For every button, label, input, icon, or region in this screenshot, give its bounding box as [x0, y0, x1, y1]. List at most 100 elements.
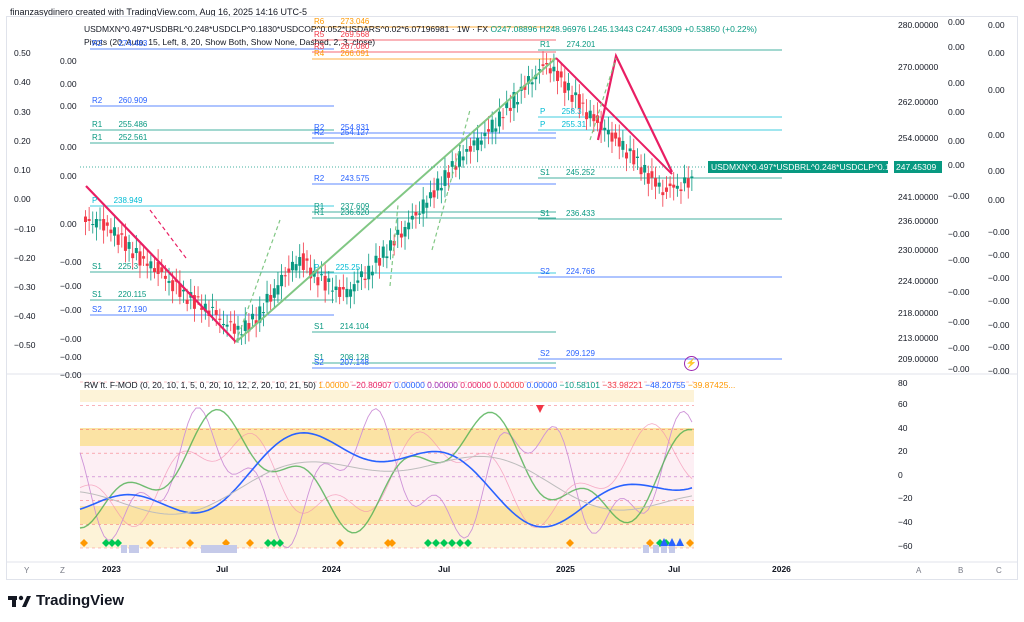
- candle-body: [236, 325, 240, 330]
- indicator-value: 0.00000: [391, 380, 425, 390]
- pivot-label-text: R1: [92, 120, 103, 129]
- left-axis2-label: 0.00: [60, 56, 77, 66]
- candle-body: [526, 76, 530, 84]
- candle-body: [635, 156, 639, 159]
- candle-body: [142, 256, 146, 259]
- candle-body: [334, 286, 338, 291]
- candle-body: [338, 287, 342, 297]
- candle-body: [512, 92, 516, 109]
- legend-pivots[interactable]: Pivots (20, Auto, 15, Left, 8, 20, Show …: [84, 37, 376, 47]
- indicator-value: −20.80907: [348, 380, 392, 390]
- candle-body: [396, 229, 400, 235]
- candle-body: [341, 287, 345, 290]
- candle-body: [225, 324, 229, 327]
- candle-body: [265, 293, 269, 303]
- candle-body: [403, 226, 407, 237]
- right-axis1-label: −0.00: [948, 255, 970, 265]
- legend-indicator-values: 1.00000 −20.80907 0.00000 0.00000 0.0000…: [318, 380, 735, 390]
- osc-zone-os: [80, 506, 694, 524]
- pivot-label: R2 274.483: [92, 39, 147, 48]
- indicator-value: 1.00000: [318, 380, 349, 390]
- candle-body: [352, 284, 356, 292]
- candle-body: [574, 92, 578, 96]
- candle-body: [232, 323, 236, 334]
- indicator-value: −39.87425...: [685, 380, 736, 390]
- pivot-label: R4 266.091: [314, 49, 369, 58]
- pivot-label-value: 255.31: [559, 120, 587, 129]
- pivot-label-value: 267.080: [338, 42, 370, 51]
- x-axis-label: Jul: [668, 564, 681, 574]
- osc-triangle-marker: [668, 538, 676, 546]
- left-axis-label: −0.40: [14, 311, 36, 321]
- right-axis2-label: 0.00: [988, 166, 1005, 176]
- candles: [84, 51, 694, 345]
- pivot-label-text: R2: [314, 123, 325, 132]
- candle-body: [585, 112, 589, 120]
- pivot-label: S2 207.148: [314, 358, 369, 367]
- corner-z[interactable]: Z: [60, 566, 65, 575]
- osc-diamond-marker: [114, 539, 122, 547]
- tradingview-logo[interactable]: TradingView: [8, 592, 124, 609]
- right-axis2-label: −0.00: [988, 273, 1010, 283]
- candle-body: [450, 161, 454, 167]
- osc-square-marker: [661, 545, 667, 553]
- right-axis1-label: −0.00: [948, 343, 970, 353]
- corner-c[interactable]: C: [996, 566, 1002, 575]
- candle-body: [581, 102, 585, 104]
- corner-a[interactable]: A: [916, 566, 922, 575]
- pivot-label-value: 208.128: [337, 353, 369, 362]
- left-axis-label: 0.10: [14, 165, 31, 175]
- osc-diamond-marker: [108, 539, 116, 547]
- candle-body: [646, 173, 650, 184]
- candle-body: [192, 295, 196, 309]
- lightning-icon[interactable]: ⚡: [684, 356, 699, 371]
- pivot-label-text: R1: [314, 208, 325, 217]
- legend-symbol[interactable]: USDMXN^0.497*USDBRL^0.248*USDCLP^0.1830*…: [84, 24, 757, 34]
- candle-body: [570, 94, 574, 102]
- osc-gray-line: [79, 455, 693, 515]
- left-axis-label: −0.50: [14, 340, 36, 350]
- right-axis2-label: 0.00: [988, 48, 1005, 58]
- pivot-label-text: R1: [540, 40, 551, 49]
- osc-pink-line: [79, 423, 693, 529]
- candle-body: [625, 152, 629, 159]
- price-axis-label: 230.00000: [898, 245, 939, 255]
- pivot-label-value: 254.127: [338, 128, 370, 137]
- candle-body: [447, 172, 451, 178]
- attribution-text: finanzasydinero created with TradingView…: [10, 7, 308, 17]
- x-axis-label: 2024: [322, 564, 341, 574]
- candle-body: [359, 271, 363, 278]
- osc-diamond-marker: [440, 539, 448, 547]
- legend-indicator[interactable]: RW ft. F-MOD (0, 20, 10, 1, 5, 0, 20, 10…: [84, 380, 735, 390]
- candle-body: [654, 178, 658, 187]
- pivot-label-value: 238.949: [111, 196, 143, 205]
- candle-body: [218, 318, 222, 320]
- candle-body: [603, 127, 607, 131]
- price-axis-label: 241.00000: [898, 192, 939, 202]
- candle-body: [465, 149, 469, 152]
- osc-square-marker: [231, 545, 237, 553]
- osc-zone-mid: [80, 446, 694, 506]
- x-axis-label: 2026: [772, 564, 791, 574]
- pivot-label-text: P: [540, 120, 546, 129]
- right-axis2-label: −0.00: [988, 227, 1010, 237]
- corner-b[interactable]: B: [958, 566, 964, 575]
- candle-body: [410, 215, 414, 220]
- pivot-label: S1 208.128: [314, 353, 369, 362]
- right-axis1-label: −0.00: [948, 317, 970, 327]
- corner-y[interactable]: Y: [24, 566, 30, 575]
- candle-body: [664, 187, 668, 192]
- osc-axis-label: 0: [898, 470, 903, 480]
- candle-body: [301, 253, 305, 270]
- osc-square-marker: [129, 545, 135, 553]
- candle-body: [516, 101, 520, 105]
- candle-body: [94, 219, 98, 228]
- candle-body: [116, 234, 120, 245]
- pivot-label-text: S2: [540, 349, 550, 358]
- legend-ohlc: O247.08896 H248.96976 L245.13443 C247.45…: [490, 24, 757, 34]
- candle-body: [559, 71, 563, 78]
- pivot-label-text: R1: [314, 202, 325, 211]
- osc-lines: [79, 407, 693, 549]
- right-axis2-label: −0.00: [988, 366, 1010, 376]
